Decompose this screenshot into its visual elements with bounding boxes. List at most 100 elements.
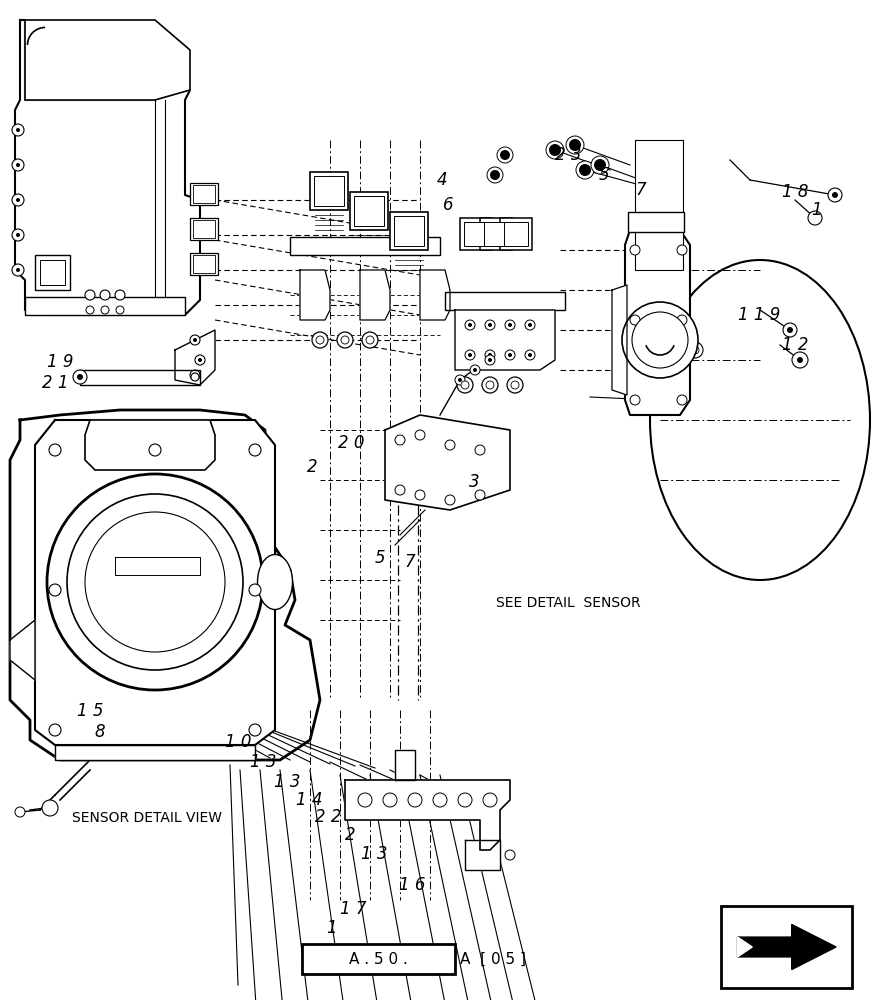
Circle shape [630, 315, 640, 325]
Bar [25, 297, 185, 315]
Circle shape [525, 350, 535, 360]
Text: 1 0: 1 0 [225, 733, 251, 751]
Circle shape [16, 233, 20, 237]
Circle shape [52, 587, 58, 592]
Bar [504, 222, 528, 246]
Circle shape [633, 248, 637, 252]
Circle shape [383, 793, 397, 807]
Circle shape [485, 355, 495, 365]
Circle shape [16, 163, 20, 167]
Circle shape [485, 350, 495, 360]
Bar [40, 260, 65, 285]
Circle shape [525, 320, 535, 330]
Bar [394, 216, 424, 246]
Circle shape [490, 170, 500, 180]
Polygon shape [737, 937, 752, 957]
Circle shape [792, 352, 808, 368]
Polygon shape [35, 420, 275, 745]
Bar [302, 944, 455, 974]
Text: 2: 2 [307, 458, 318, 476]
Circle shape [415, 430, 425, 440]
Circle shape [86, 306, 94, 314]
Circle shape [569, 139, 581, 151]
Text: 1 1 9: 1 1 9 [738, 306, 781, 324]
Polygon shape [115, 557, 200, 575]
Bar [390, 212, 428, 250]
Circle shape [52, 728, 58, 732]
Circle shape [47, 474, 263, 690]
Circle shape [312, 332, 328, 348]
Circle shape [549, 144, 561, 156]
Circle shape [465, 350, 475, 360]
Bar [460, 218, 492, 250]
Text: A  [ 0 5 ]: A [ 0 5 ] [460, 952, 526, 966]
Circle shape [507, 377, 523, 393]
Circle shape [475, 490, 485, 500]
Polygon shape [10, 620, 35, 680]
Circle shape [42, 800, 58, 816]
Circle shape [487, 167, 503, 183]
Polygon shape [420, 270, 450, 320]
Text: 1 4: 1 4 [296, 791, 322, 809]
Circle shape [362, 332, 378, 348]
Circle shape [485, 320, 495, 330]
Circle shape [508, 323, 512, 327]
Circle shape [680, 318, 684, 322]
Circle shape [783, 323, 797, 337]
Polygon shape [360, 270, 390, 320]
Bar [193, 185, 215, 203]
Circle shape [797, 357, 803, 363]
Text: 1 3: 1 3 [250, 753, 276, 771]
Circle shape [458, 793, 472, 807]
Circle shape [252, 728, 258, 732]
Text: 1 8: 1 8 [781, 183, 808, 201]
Circle shape [458, 378, 462, 382]
Text: 1 3: 1 3 [361, 845, 388, 863]
Polygon shape [10, 410, 320, 760]
Circle shape [398, 438, 402, 442]
Text: 5: 5 [599, 166, 609, 184]
Text: 4: 4 [437, 171, 448, 189]
Circle shape [528, 353, 532, 357]
Polygon shape [395, 750, 415, 780]
Circle shape [475, 445, 485, 455]
Text: 2 3: 2 3 [555, 146, 582, 164]
Bar [290, 237, 440, 255]
Circle shape [12, 194, 24, 206]
Circle shape [395, 485, 405, 495]
Circle shape [546, 141, 564, 159]
Circle shape [191, 373, 199, 381]
Circle shape [594, 159, 606, 171]
Circle shape [632, 312, 688, 368]
Text: 2 2: 2 2 [315, 808, 342, 826]
Text: 1 2: 1 2 [781, 336, 808, 354]
Polygon shape [300, 270, 330, 320]
Circle shape [482, 377, 498, 393]
Circle shape [49, 724, 61, 736]
Circle shape [445, 440, 455, 450]
Bar [445, 292, 565, 310]
Ellipse shape [650, 260, 870, 580]
Circle shape [468, 353, 472, 357]
Circle shape [808, 211, 822, 225]
Circle shape [787, 327, 793, 333]
Bar [190, 253, 218, 275]
Circle shape [622, 302, 698, 378]
Circle shape [461, 381, 469, 389]
Circle shape [12, 159, 24, 171]
Circle shape [576, 161, 594, 179]
Bar [480, 218, 512, 250]
Circle shape [488, 358, 492, 362]
Polygon shape [737, 924, 836, 970]
Polygon shape [15, 20, 200, 315]
Circle shape [591, 156, 609, 174]
Circle shape [49, 444, 61, 456]
Circle shape [67, 494, 243, 670]
Text: A . 5 0 .: A . 5 0 . [349, 952, 408, 966]
Circle shape [85, 512, 225, 652]
Circle shape [15, 807, 25, 817]
Circle shape [190, 335, 200, 345]
Circle shape [115, 290, 125, 300]
Circle shape [468, 323, 472, 327]
Circle shape [633, 398, 637, 402]
